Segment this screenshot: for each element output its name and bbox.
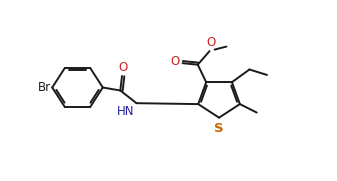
Text: O: O	[206, 36, 215, 49]
Text: O: O	[171, 55, 180, 68]
Text: S: S	[214, 123, 224, 135]
Text: O: O	[118, 61, 127, 74]
Text: HN: HN	[117, 105, 135, 118]
Text: Br: Br	[37, 81, 51, 94]
